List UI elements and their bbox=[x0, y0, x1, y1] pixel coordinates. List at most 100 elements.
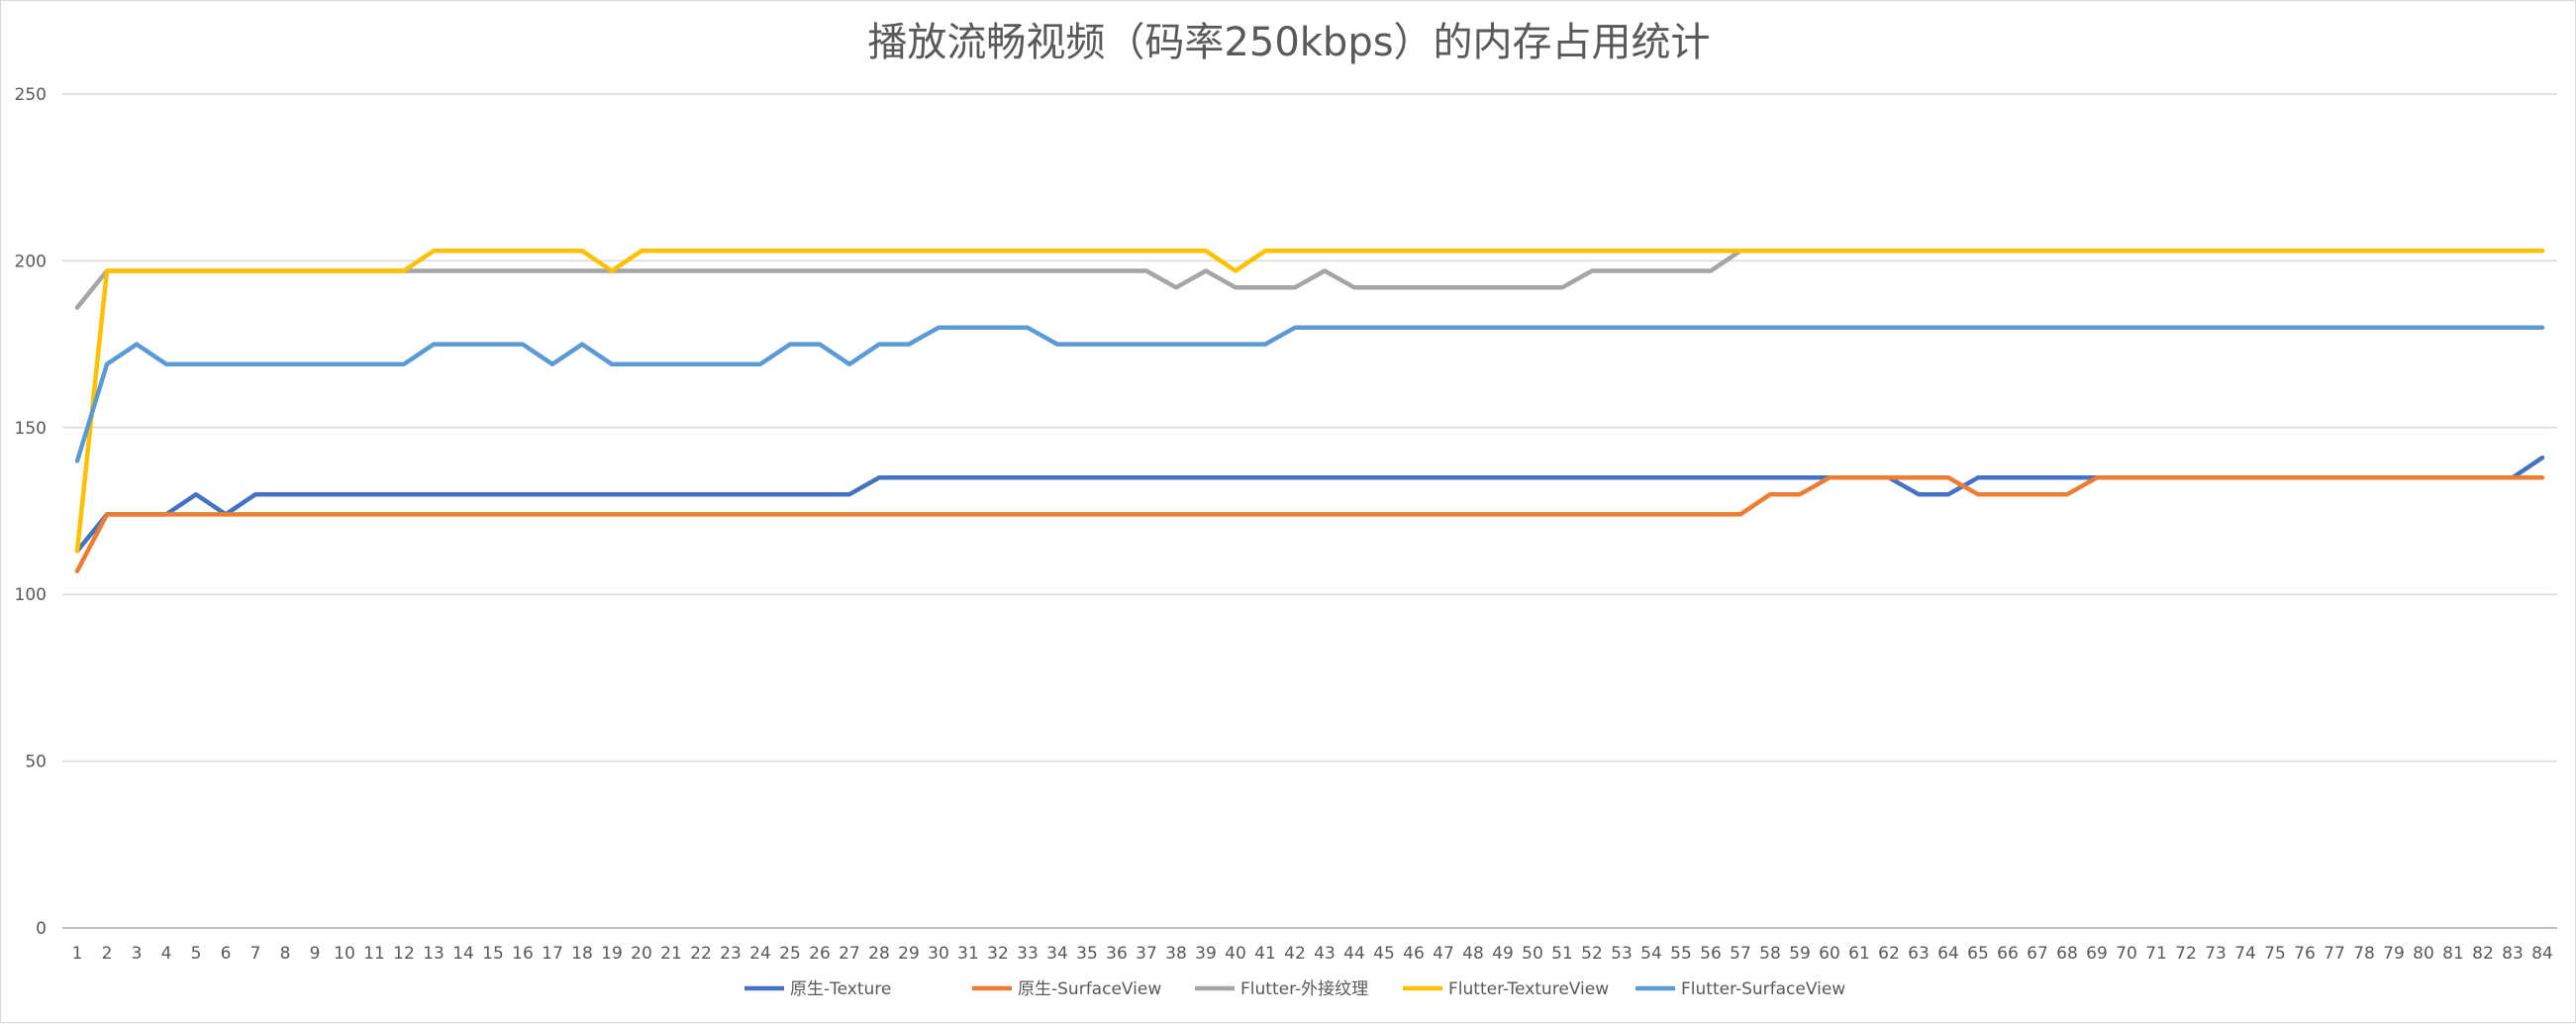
y-tick-label: 100 bbox=[15, 585, 47, 605]
x-tick-label: 2 bbox=[102, 944, 113, 964]
x-tick-label: 59 bbox=[1789, 944, 1811, 964]
series-line-1 bbox=[74, 455, 2545, 554]
x-tick-label: 66 bbox=[1997, 944, 2019, 964]
x-tick-label: 82 bbox=[2472, 944, 2494, 964]
x-axis-ticks: 1 2 3 4 5 6 7 8 9 10 11 12 13 14 15 16 17 18 19 20 21 22 23 24 2… bbox=[72, 944, 2553, 964]
legend-item: 原生-SurfaceView bbox=[972, 979, 1161, 999]
x-tick-label: 38 bbox=[1165, 944, 1187, 964]
x-tick-label: 58 bbox=[1759, 944, 1781, 964]
x-tick-label: 27 bbox=[839, 944, 860, 964]
x-tick-label: 28 bbox=[868, 944, 890, 964]
x-tick-label: 19 bbox=[601, 944, 623, 964]
x-tick-label: 62 bbox=[1878, 944, 1900, 964]
x-tick-label: 51 bbox=[1551, 944, 1573, 964]
x-tick-label: 36 bbox=[1106, 944, 1128, 964]
x-tick-label: 23 bbox=[720, 944, 742, 964]
x-tick-label: 54 bbox=[1640, 944, 1662, 964]
x-tick-label: 3 bbox=[132, 944, 143, 964]
x-tick-label: 37 bbox=[1136, 944, 1157, 964]
x-tick-label: 45 bbox=[1373, 944, 1395, 964]
x-tick-label: 44 bbox=[1343, 944, 1365, 964]
legend-label: Flutter-TextureView bbox=[1448, 979, 1609, 999]
x-tick-label: 26 bbox=[809, 944, 831, 964]
x-tick-label: 53 bbox=[1611, 944, 1633, 964]
x-tick-label: 25 bbox=[779, 944, 801, 964]
x-tick-label: 16 bbox=[512, 944, 534, 964]
x-tick-label: 7 bbox=[250, 944, 261, 964]
x-tick-label: 30 bbox=[928, 944, 949, 964]
x-tick-label: 63 bbox=[1908, 944, 1930, 964]
x-tick-label: 33 bbox=[1017, 944, 1039, 964]
x-tick-label: 50 bbox=[1522, 944, 1543, 964]
x-tick-label: 11 bbox=[363, 944, 385, 964]
x-tick-label: 9 bbox=[310, 944, 321, 964]
x-tick-label: 74 bbox=[2234, 944, 2256, 964]
x-tick-label: 13 bbox=[423, 944, 445, 964]
x-tick-label: 12 bbox=[393, 944, 415, 964]
x-tick-label: 47 bbox=[1433, 944, 1454, 964]
x-tick-label: 32 bbox=[987, 944, 1009, 964]
legend-item: 原生-Texture bbox=[744, 979, 891, 999]
x-tick-label: 69 bbox=[2086, 944, 2108, 964]
x-tick-label: 41 bbox=[1254, 944, 1276, 964]
y-tick-label: 50 bbox=[25, 753, 47, 772]
y-tick-label: 250 bbox=[15, 85, 47, 105]
x-tick-label: 61 bbox=[1848, 944, 1870, 964]
y-tick-label: 150 bbox=[15, 419, 47, 439]
x-tick-label: 73 bbox=[2205, 944, 2227, 964]
chart-title: 播放流畅视频（码率250kbps）的内存占用统计 bbox=[867, 20, 1710, 65]
x-tick-label: 48 bbox=[1462, 944, 1484, 964]
x-tick-label: 18 bbox=[571, 944, 593, 964]
x-tick-label: 46 bbox=[1403, 944, 1425, 964]
y-tick-label: 0 bbox=[36, 919, 47, 939]
x-tick-label: 15 bbox=[482, 944, 504, 964]
x-tick-label: 83 bbox=[2502, 944, 2524, 964]
series-line-5 bbox=[74, 325, 2545, 463]
x-tick-label: 22 bbox=[690, 944, 712, 964]
x-tick-label: 78 bbox=[2353, 944, 2375, 964]
x-tick-label: 57 bbox=[1730, 944, 1751, 964]
x-tick-label: 10 bbox=[334, 944, 355, 964]
x-tick-label: 40 bbox=[1225, 944, 1246, 964]
x-tick-label: 14 bbox=[452, 944, 474, 964]
x-tick-label: 1 bbox=[72, 944, 83, 964]
x-tick-label: 81 bbox=[2442, 944, 2464, 964]
x-tick-label: 65 bbox=[1967, 944, 1989, 964]
x-tick-label: 75 bbox=[2264, 944, 2286, 964]
x-tick-label: 21 bbox=[660, 944, 682, 964]
legend-label: Flutter-SurfaceView bbox=[1681, 979, 1845, 999]
legend-label: 原生-SurfaceView bbox=[1018, 979, 1161, 999]
x-tick-label: 80 bbox=[2413, 944, 2434, 964]
legend-label: Flutter-外接纹理 bbox=[1240, 979, 1368, 999]
legend-item: Flutter-SurfaceView bbox=[1635, 979, 1845, 999]
x-tick-label: 72 bbox=[2175, 944, 2197, 964]
y-axis-ticks: 0 50 100 150 200 250 bbox=[15, 85, 47, 939]
series-line-4 bbox=[74, 249, 2545, 554]
x-tick-label: 64 bbox=[1937, 944, 1959, 964]
x-tick-label: 55 bbox=[1670, 944, 1692, 964]
x-tick-label: 49 bbox=[1492, 944, 1514, 964]
y-tick-label: 200 bbox=[15, 252, 47, 271]
x-tick-label: 68 bbox=[2056, 944, 2078, 964]
x-tick-label: 43 bbox=[1314, 944, 1336, 964]
series-line-3 bbox=[74, 249, 2545, 310]
x-tick-label: 52 bbox=[1581, 944, 1603, 964]
x-tick-label: 70 bbox=[2116, 944, 2137, 964]
x-tick-label: 35 bbox=[1076, 944, 1098, 964]
x-tick-label: 29 bbox=[898, 944, 920, 964]
x-tick-label: 39 bbox=[1195, 944, 1217, 964]
x-tick-label: 34 bbox=[1046, 944, 1068, 964]
x-tick-label: 79 bbox=[2383, 944, 2405, 964]
x-tick-label: 56 bbox=[1700, 944, 1722, 964]
x-tick-label: 31 bbox=[957, 944, 979, 964]
legend-label: 原生-Texture bbox=[790, 979, 891, 999]
x-tick-label: 42 bbox=[1284, 944, 1306, 964]
series-line-2 bbox=[74, 475, 2545, 573]
legend-item: Flutter-外接纹理 bbox=[1195, 979, 1368, 999]
x-tick-label: 17 bbox=[542, 944, 563, 964]
x-tick-label: 6 bbox=[221, 944, 232, 964]
gridlines bbox=[62, 93, 2557, 929]
x-tick-label: 67 bbox=[2027, 944, 2048, 964]
